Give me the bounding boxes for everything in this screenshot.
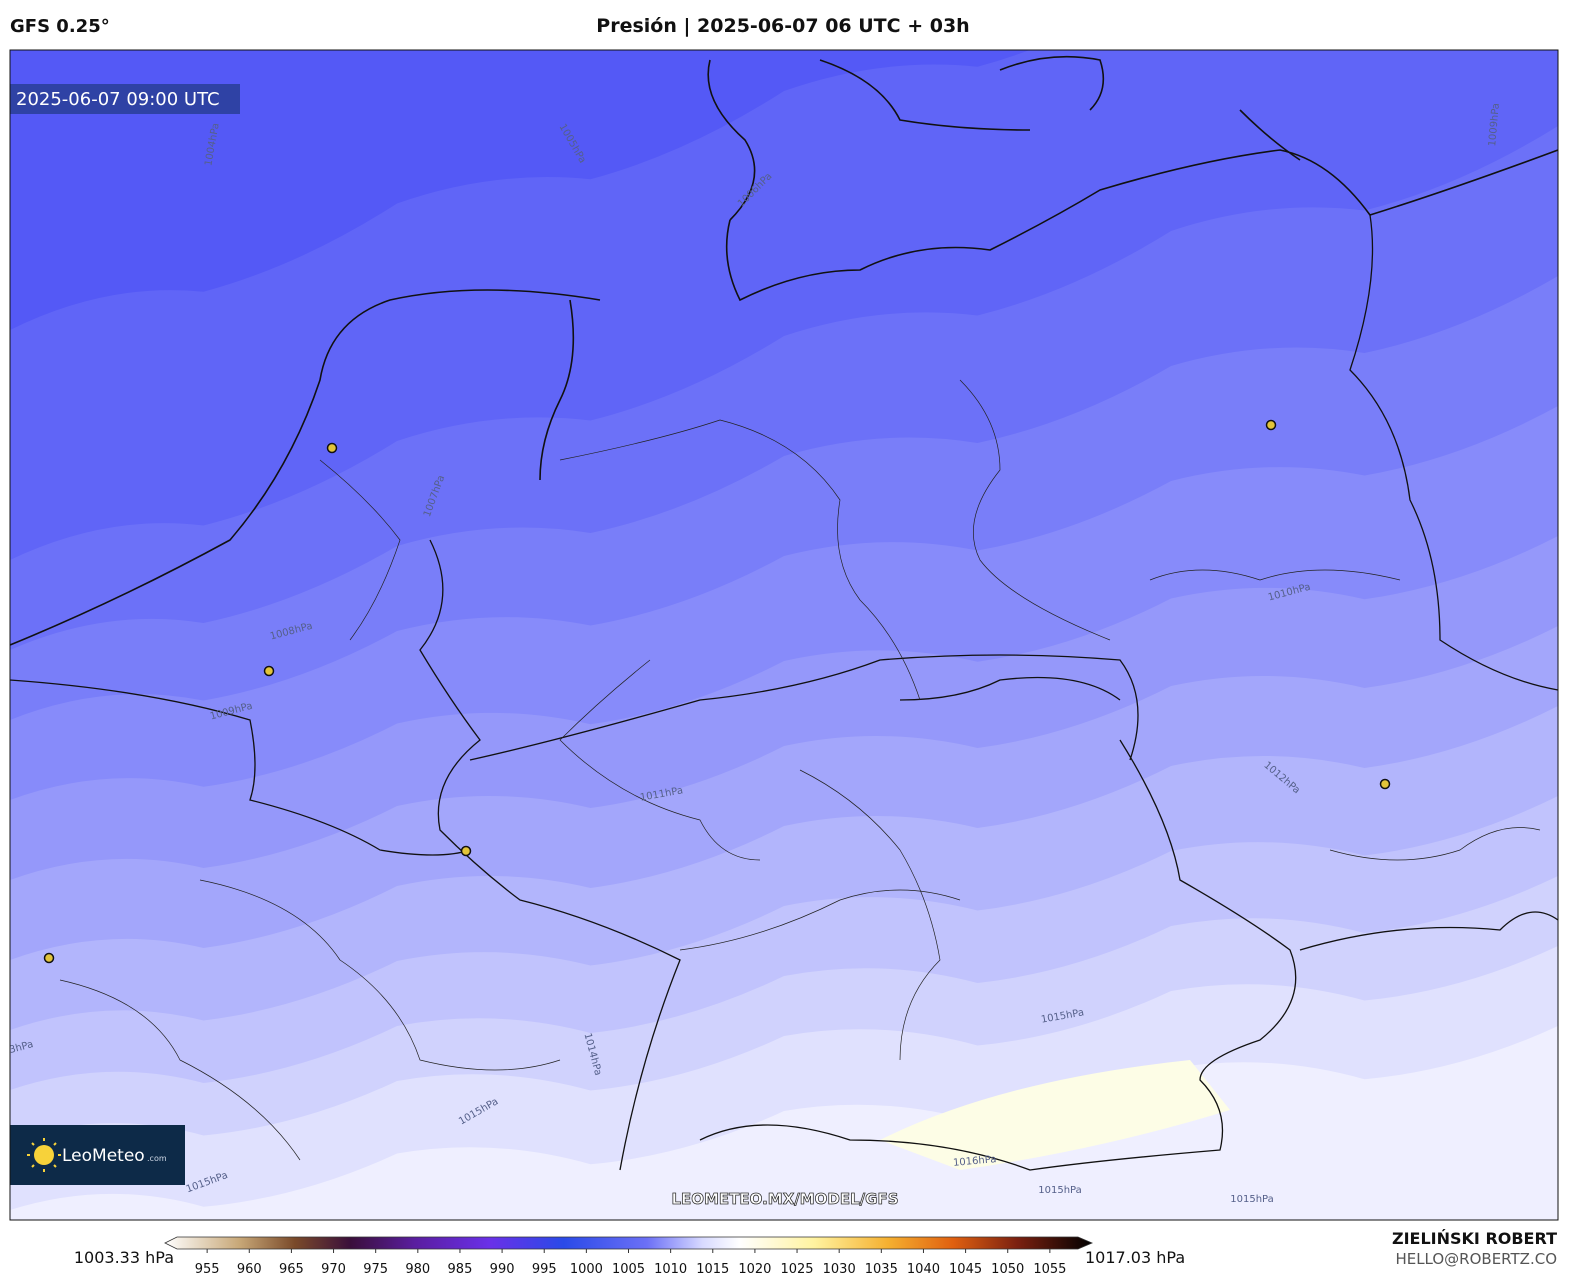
logo-rays	[27, 1138, 61, 1172]
contour-label: 1015hPa	[1230, 1194, 1274, 1205]
colorbar-tick-label: 990	[490, 1262, 515, 1277]
time-badge	[10, 84, 240, 114]
colorbar-tick-label: 1000	[570, 1262, 603, 1277]
valid-time: 2025-06-07 09:00 UTC	[16, 89, 220, 110]
cities	[43, 419, 1391, 964]
colorbar-tick-label: 1005	[612, 1262, 645, 1277]
city-marker	[263, 665, 275, 677]
region-borders	[59, 379, 1541, 1161]
map-frame	[9, 49, 1559, 1221]
colorbar-tick-label: 1010	[654, 1262, 687, 1277]
city-marker	[326, 442, 338, 454]
country-borders	[10, 214, 1558, 1171]
logo-name: LeoMeteo	[62, 1146, 145, 1166]
colorbar-tick-label: 980	[405, 1262, 430, 1277]
logo: LeoMeteo .com	[10, 1125, 185, 1185]
author: ZIELIŃSKI ROBERT	[1392, 1229, 1557, 1248]
colorbar-tick-label: 955	[195, 1262, 220, 1277]
contour-label: 1009hPa	[1487, 103, 1502, 147]
colorbar-tick-label: 970	[321, 1262, 346, 1277]
colorbar-tick-label: 1045	[949, 1262, 982, 1277]
colorbar-tick-label: 1050	[991, 1262, 1024, 1277]
email: HELLO@ROBERTZ.CO	[1395, 1250, 1557, 1268]
city-marker	[1379, 778, 1391, 790]
colorbar-tick-label: 965	[279, 1262, 304, 1277]
city-marker	[1265, 419, 1277, 431]
colorbar-tick-label: 1025	[780, 1262, 813, 1277]
high-pressure-area	[880, 1060, 1230, 1170]
city-marker	[43, 952, 55, 964]
colorbar-bar	[164, 1236, 1094, 1250]
contour-label: 1015hPa	[1038, 1185, 1082, 1196]
logo-sun	[34, 1145, 54, 1165]
chart-title: Presión | 2025-06-07 06 UTC + 03h	[596, 15, 969, 37]
colorbar-tick-label: 1040	[907, 1262, 940, 1277]
colorbar-tick-label: 985	[448, 1262, 473, 1277]
colorbar-tick-label: 975	[363, 1262, 388, 1277]
colorbar-tick-label: 995	[532, 1262, 557, 1277]
watermark: LEOMETEO.MX/MODEL/GFS	[671, 1190, 898, 1208]
colorbar-tick-label: 1055	[1033, 1262, 1066, 1277]
city-marker	[460, 845, 472, 857]
model-label: GFS 0.25°	[10, 16, 110, 37]
colorbar: 1003.33 hPa 1017.03 hPa 955 960 965 970 975 9…	[74, 1236, 1185, 1277]
colorbar-tick-label: 1030	[823, 1262, 856, 1277]
colorbar-tick-label: 1015	[696, 1262, 729, 1277]
colorbar-max: 1017.03 hPa	[1085, 1248, 1185, 1267]
colorbar-tick-label: 1020	[738, 1262, 771, 1277]
colorbar-min: 1003.33 hPa	[74, 1248, 174, 1267]
logo-suffix: .com	[147, 1154, 167, 1163]
coastlines	[10, 55, 1558, 646]
contour-label: 1016hPa	[953, 1154, 997, 1169]
colorbar-tick-label: 1035	[865, 1262, 898, 1277]
colorbar-tick-label: 960	[237, 1262, 262, 1277]
